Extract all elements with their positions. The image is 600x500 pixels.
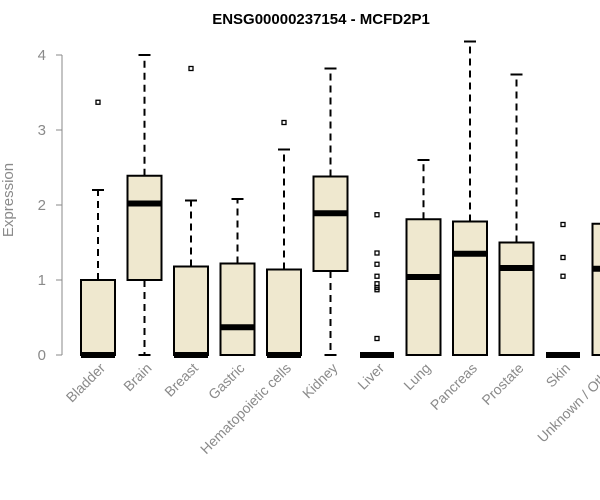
outlier-point (374, 335, 380, 342)
box-skin (546, 221, 580, 358)
x-tick-label: Breast (161, 360, 201, 400)
outlier-point (374, 250, 380, 256)
box-body (498, 241, 535, 356)
box-liver (360, 212, 394, 358)
x-tick-label: Pancreas (427, 360, 480, 413)
box-hematopoietic-cells (266, 119, 302, 358)
x-tick-label: Bladder (63, 360, 109, 406)
box-kidney (312, 67, 349, 356)
x-tick-label: Kidney (299, 360, 341, 402)
x-tick-label: Prostate (478, 360, 526, 408)
box-body (219, 262, 256, 356)
outlier-point (560, 273, 566, 279)
y-tick-label: 0 (38, 347, 46, 364)
y-tick-label: 3 (38, 122, 46, 139)
box-pancreas (452, 40, 488, 356)
box-breast (173, 65, 209, 358)
outlier-point (374, 273, 380, 279)
box-body (266, 268, 302, 356)
chart-title: ENSG00000237154 - MCFD2P1 (212, 11, 430, 28)
outlier-point (95, 99, 101, 105)
box-body (452, 220, 488, 356)
box-brain (126, 54, 163, 356)
x-tick-label: Brain (120, 360, 154, 394)
boxes-group (80, 40, 600, 358)
y-axis-ticks: 0 1 2 3 4 (38, 47, 62, 364)
y-tick-label: 4 (38, 47, 46, 64)
box-gastric (219, 198, 256, 356)
outlier-point (374, 287, 380, 293)
box-prostate (498, 73, 535, 356)
box-unknown-other (591, 222, 600, 356)
x-tick-label: Liver (354, 360, 387, 393)
outlier-point (374, 212, 380, 218)
box-body (312, 175, 349, 272)
y-tick-label: 1 (38, 272, 46, 289)
box-body (80, 279, 116, 356)
y-axis-label: Expression (0, 163, 17, 237)
y-tick-label: 2 (38, 197, 46, 214)
x-tick-label: Gastric (205, 360, 248, 403)
outlier-point (188, 65, 194, 72)
box-body (591, 222, 600, 356)
outlier-point (374, 261, 380, 267)
box-lung (405, 159, 442, 356)
box-body (405, 218, 442, 356)
x-tick-label: Skin (543, 360, 574, 391)
box-bladder (80, 99, 116, 358)
x-tick-label: Hematopoietic cells (197, 360, 294, 457)
box-body (126, 174, 163, 281)
x-tick-label: Lung (400, 360, 433, 393)
outlier-point (560, 254, 566, 261)
outlier-point (281, 119, 287, 126)
outlier-point (560, 221, 566, 228)
box-body (173, 265, 209, 356)
